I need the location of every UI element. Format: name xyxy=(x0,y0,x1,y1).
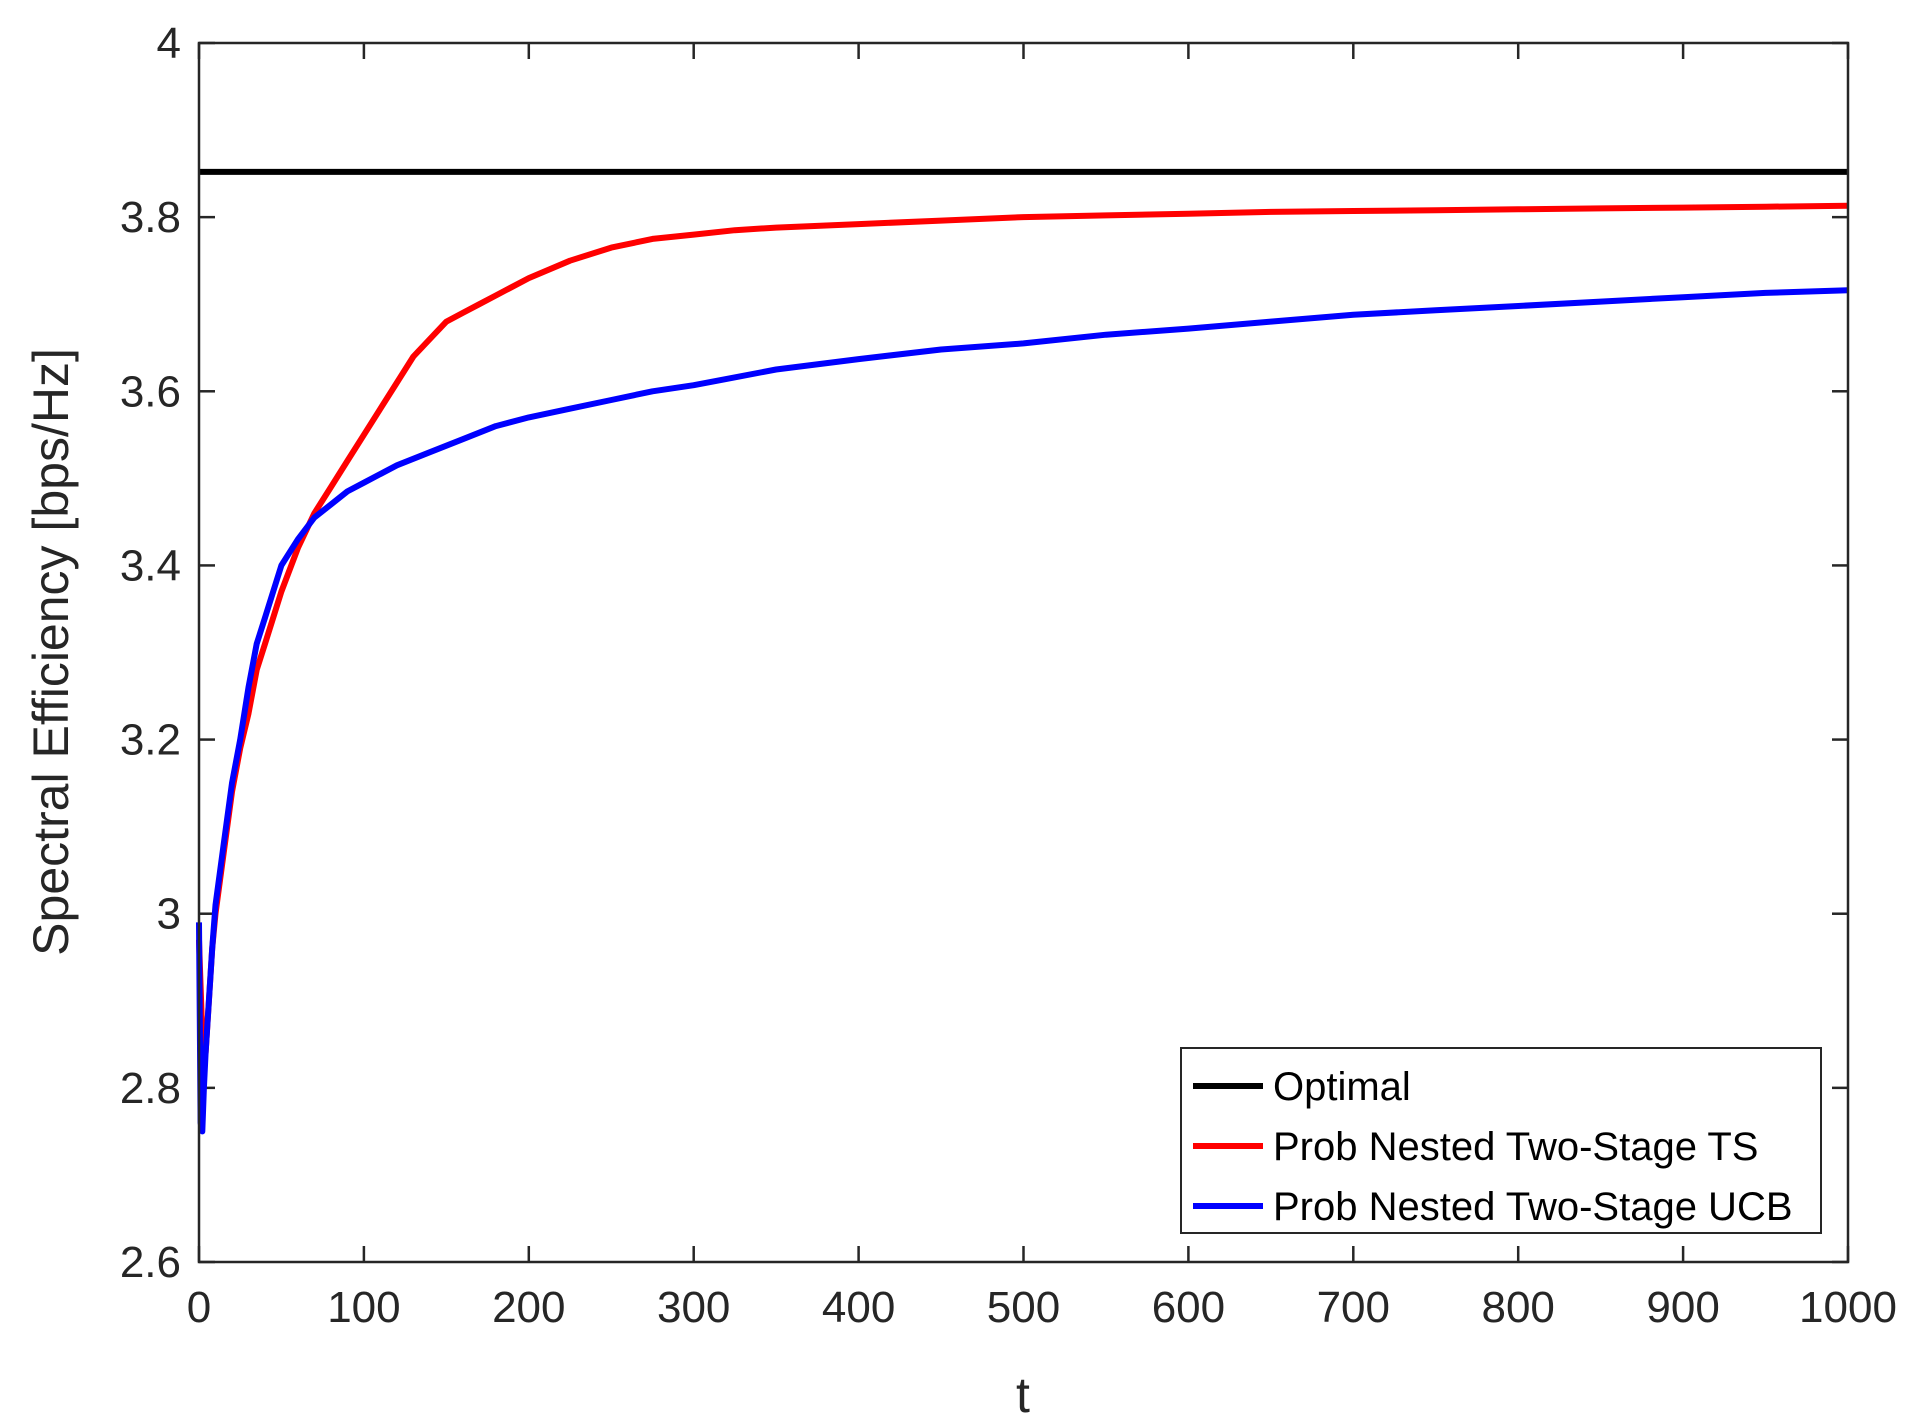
y-axis-label: Spectral Efficiency [bps/Hz] xyxy=(23,348,79,956)
legend-box xyxy=(1180,1047,1822,1234)
y-tick-label: 2.6 xyxy=(120,1238,181,1287)
legend-label-optimal: Optimal xyxy=(1273,1065,1411,1109)
data-series xyxy=(196,168,1849,1135)
x-tick-label: 0 xyxy=(187,1283,211,1332)
plot-frame xyxy=(197,41,1850,1264)
x-tick-label: 100 xyxy=(327,1283,400,1332)
legend-label-ucb: Prob Nested Two-Stage UCB xyxy=(1273,1185,1793,1229)
legend-label-ts: Prob Nested Two-Stage TS xyxy=(1273,1125,1758,1169)
x-tick-label: 600 xyxy=(1152,1283,1225,1332)
y-tick-label: 3.2 xyxy=(120,716,181,765)
series-line-ucb xyxy=(196,287,1849,1135)
y-tick-label: 3.8 xyxy=(120,193,181,242)
x-tick-label: 400 xyxy=(822,1283,895,1332)
y-tick-label: 3 xyxy=(157,890,181,939)
legend: Optimal Prob Nested Two-Stage TS Prob Ne… xyxy=(1180,1047,1822,1234)
y-tick-label: 3.6 xyxy=(120,367,181,416)
y-tick-label: 2.8 xyxy=(120,1064,181,1113)
x-tick-label: 500 xyxy=(987,1283,1060,1332)
x-axis-label: t xyxy=(1016,1367,1030,1423)
x-tick-label: 800 xyxy=(1481,1283,1554,1332)
y-tick-label: 4 xyxy=(157,19,181,68)
x-tick-label: 700 xyxy=(1317,1283,1390,1332)
x-tick-label: 200 xyxy=(492,1283,565,1332)
x-tick-label: 1000 xyxy=(1799,1283,1897,1332)
x-tick-label: 900 xyxy=(1646,1283,1719,1332)
y-tick-label: 3.4 xyxy=(120,541,181,590)
x-tick-label: 300 xyxy=(657,1283,730,1332)
axis-tick-labels: 0 100 200 300 400 500 600 700 800 900 1000 2.6 2.8 3 3… xyxy=(120,19,1897,1332)
